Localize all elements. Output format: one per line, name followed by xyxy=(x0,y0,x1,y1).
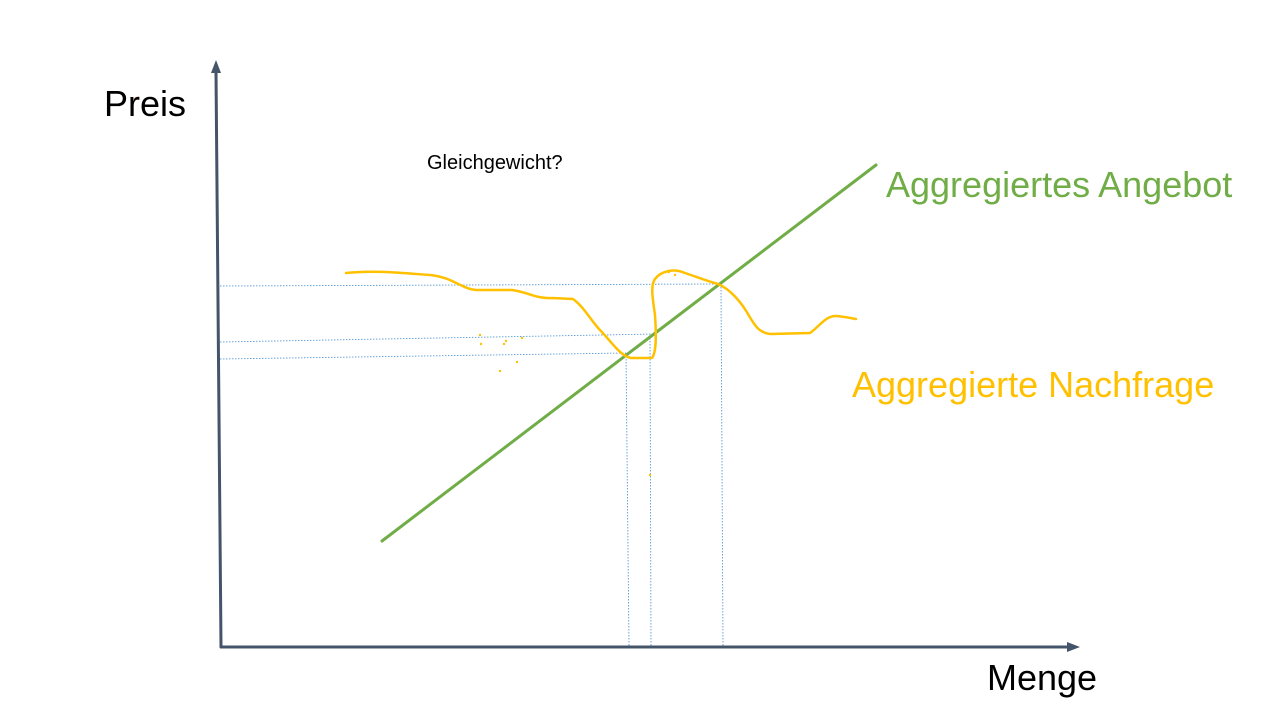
demand-curve xyxy=(344,269,858,360)
stray-mark xyxy=(502,342,506,346)
guide-line-horizontal-upper xyxy=(219,283,721,287)
guide-line-vertical-middle xyxy=(649,337,652,648)
y-axis xyxy=(214,70,223,649)
supply-curve-label: Aggregiertes Angebot xyxy=(886,164,1233,205)
guide-line-horizontal-lower xyxy=(219,352,627,360)
guide-line-vertical-right xyxy=(720,283,724,648)
demand-curve-label: Aggregierte Nachfrage xyxy=(852,364,1215,405)
guide-lines xyxy=(219,283,724,648)
stray-mark xyxy=(515,360,519,364)
stray-mark xyxy=(478,333,482,337)
stray-marks xyxy=(133,97,677,477)
axes xyxy=(211,60,1080,652)
stray-mark xyxy=(648,473,652,477)
stray-mark xyxy=(504,339,508,343)
guide-line-horizontal-middle xyxy=(219,333,657,343)
arrow-head-icon xyxy=(211,60,221,73)
stray-mark xyxy=(667,270,671,274)
guide-line-vertical-left xyxy=(625,352,630,648)
stray-mark xyxy=(520,336,524,340)
arrow-head-icon xyxy=(1067,642,1080,652)
equilibrium-question: Gleichgewicht? xyxy=(427,152,563,174)
y-axis-label: Preis xyxy=(104,83,187,124)
stray-mark xyxy=(133,97,137,101)
stray-mark xyxy=(498,369,502,373)
stray-mark xyxy=(479,342,483,346)
stray-mark xyxy=(673,273,677,277)
x-axis-label: Menge xyxy=(987,657,1098,698)
supply-curve xyxy=(380,163,878,543)
